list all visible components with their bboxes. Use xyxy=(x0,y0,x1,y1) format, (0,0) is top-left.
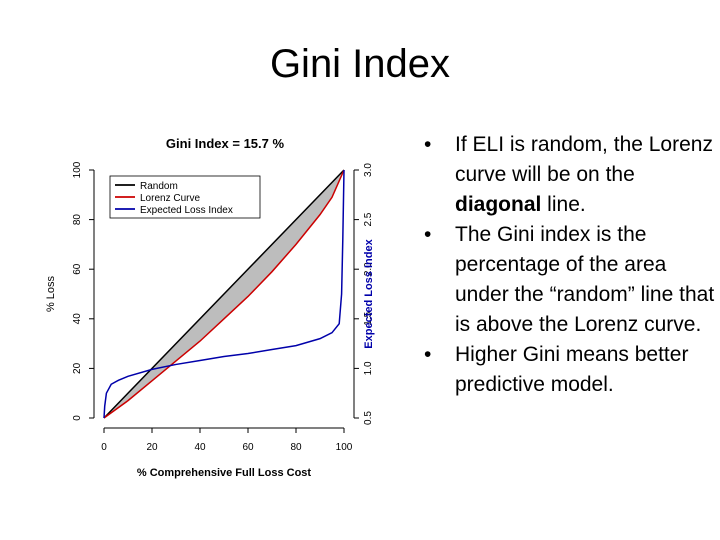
bullet-icon: • xyxy=(424,343,432,366)
y-tick-label: 60 xyxy=(72,263,83,275)
bullet-item: • If ELI is random, the Lorenz curve will… xyxy=(422,130,717,220)
y2-tick-label: 0.5 xyxy=(363,411,374,425)
y-tick-label: 40 xyxy=(72,313,83,325)
x-tick-label: 80 xyxy=(290,442,302,453)
bullet-icon: • xyxy=(424,223,432,246)
y-tick-label: 80 xyxy=(72,214,83,226)
x-tick-label: 40 xyxy=(194,442,206,453)
random-line xyxy=(103,169,345,419)
legend-label: Lorenz Curve xyxy=(140,193,200,204)
expected-loss-index-line xyxy=(103,169,345,419)
y-tick-label: 100 xyxy=(72,161,83,178)
legend-label: Random xyxy=(140,181,178,192)
x-axis-label: % Comprehensive Full Loss Cost xyxy=(137,467,312,479)
x-tick-label: 20 xyxy=(146,442,158,453)
y-tick-label: 20 xyxy=(72,362,83,374)
bullet-item: • The Gini index is the percentage of the… xyxy=(422,220,717,340)
bullet-icon: • xyxy=(424,133,432,156)
bullet-list: • If ELI is random, the Lorenz curve will… xyxy=(422,130,717,400)
chart-title: Gini Index = 15.7 % xyxy=(166,136,285,151)
bullet-item: • Higher Gini means better predictive mod… xyxy=(422,340,717,400)
gini-chart: Gini Index = 15.7 % 0 20 40 60 80 100 % Compreh… xyxy=(45,136,375,479)
y-tick-label: 0 xyxy=(72,415,83,421)
x-tick-label: 60 xyxy=(242,442,254,453)
y-axis-label: % Loss xyxy=(45,275,57,312)
lorenz-curve xyxy=(103,169,345,419)
y2-tick-label: 1.0 xyxy=(363,361,374,375)
y2-axis-label: Expected Loss Index xyxy=(363,238,375,348)
slide-title: Gini Index xyxy=(269,42,451,86)
x-tick-label: 0 xyxy=(101,442,107,453)
y2-tick-label: 3.0 xyxy=(363,163,374,177)
y2-tick-label: 2.5 xyxy=(363,212,374,226)
y2-tick-label: 2.0 xyxy=(363,262,374,276)
y2-tick-label: 1.5 xyxy=(363,311,374,325)
legend-label: Expected Loss Index xyxy=(140,205,233,216)
x-tick-label: 100 xyxy=(336,442,353,453)
